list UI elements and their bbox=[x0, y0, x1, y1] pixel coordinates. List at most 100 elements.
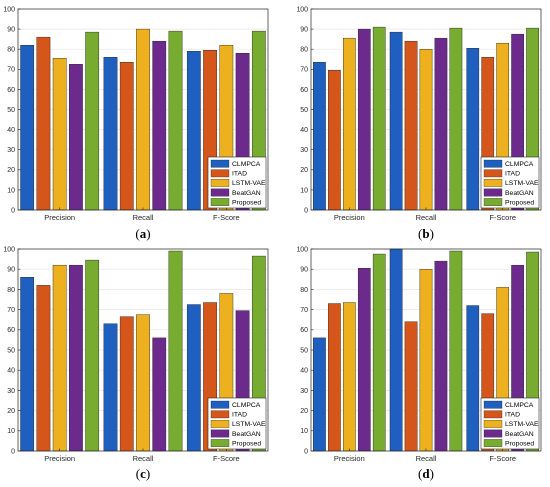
bar-proposed-precision bbox=[85, 259, 100, 452]
bar-lstm-vae-precision bbox=[343, 302, 356, 452]
bar-beatgan-recall bbox=[152, 40, 167, 211]
legend-swatch-lstm-vae bbox=[210, 179, 230, 187]
bar-beatgan-precision bbox=[69, 64, 83, 211]
legend-swatch-beatgan bbox=[483, 188, 503, 197]
bar-proposed-recall bbox=[449, 250, 463, 452]
panel-label: (c) bbox=[136, 466, 150, 481]
x-tick-label: F-Score bbox=[213, 213, 240, 222]
bar-itad-recall bbox=[119, 316, 134, 452]
legend-label-proposed: Proposed bbox=[505, 199, 534, 206]
legend: CLMPCA ITAD LSTM-VAE BeatGAN Proposed bbox=[480, 397, 540, 450]
bar-beatgan-precision bbox=[69, 264, 83, 452]
bar-itad-precision bbox=[328, 303, 341, 452]
legend-swatch-beatgan bbox=[483, 429, 503, 438]
y-tick-label: 50 bbox=[7, 347, 15, 354]
bar-clmpca-f-score bbox=[466, 305, 480, 452]
legend-label-lstm-vae: LSTM-VAE bbox=[505, 421, 539, 428]
bar-lstm-vae-recall bbox=[419, 269, 433, 452]
x-tick-label: Precision bbox=[334, 454, 365, 463]
y-tick-label: 0 bbox=[11, 207, 15, 214]
y-tick-label: 10 bbox=[300, 187, 308, 194]
legend: CLMPCA ITAD LSTM-VAE BeatGAN Proposed bbox=[480, 156, 540, 209]
bar-clmpca-recall bbox=[389, 31, 403, 211]
legend-swatch-itad bbox=[483, 410, 503, 419]
chart-panel-b: 0 10 20 30 40 50 60 70 80 90 100 Precision Recall F-S… bbox=[296, 6, 542, 241]
legend-label-lstm-vae: LSTM-VAE bbox=[505, 180, 539, 187]
bar-proposed-recall bbox=[168, 250, 183, 452]
legend: CLMPCA ITAD LSTM-VAE BeatGAN Proposed bbox=[207, 397, 267, 450]
y-tick-label: 80 bbox=[300, 287, 308, 294]
legend-swatch-itad bbox=[210, 169, 230, 178]
legend-swatch-proposed bbox=[483, 439, 503, 447]
y-tick-label: 100 bbox=[296, 6, 308, 13]
bar-clmpca-recall bbox=[389, 248, 403, 452]
bar-lstm-vae-recall bbox=[136, 314, 150, 452]
legend-swatch-clmpca bbox=[483, 400, 503, 409]
legend-label-proposed: Proposed bbox=[232, 199, 261, 206]
legend-swatch-beatgan bbox=[210, 429, 230, 438]
chart-panel-a: 0 10 20 30 40 50 60 70 80 90 100 Precision Recall F-S… bbox=[3, 6, 269, 241]
panel-label: (d) bbox=[418, 466, 434, 481]
legend-label-itad: ITAD bbox=[232, 412, 247, 419]
bar-beatgan-recall bbox=[434, 260, 448, 452]
y-tick-label: 70 bbox=[300, 67, 308, 74]
bar-itad-recall bbox=[119, 62, 134, 211]
legend-label-proposed: Proposed bbox=[232, 440, 261, 447]
x-tick-label: F-Score bbox=[489, 454, 516, 463]
y-tick-label: 40 bbox=[300, 127, 308, 134]
legend-swatch-lstm-vae bbox=[483, 420, 503, 428]
legend-swatch-clmpca bbox=[483, 159, 503, 168]
y-tick-label: 70 bbox=[300, 307, 308, 314]
legend-label-itad: ITAD bbox=[505, 171, 520, 178]
bar-lstm-vae-precision bbox=[343, 37, 356, 211]
axes-box bbox=[17, 248, 269, 452]
legend-label-clmpca: CLMPCA bbox=[505, 161, 534, 168]
bar-proposed-precision bbox=[85, 31, 100, 211]
y-tick-label: 50 bbox=[300, 347, 308, 354]
bar-lstm-vae-precision bbox=[52, 264, 67, 452]
y-tick-label: 80 bbox=[300, 47, 308, 54]
bar-proposed-recall bbox=[168, 30, 183, 211]
bar-proposed-recall bbox=[449, 27, 463, 211]
y-tick-label: 30 bbox=[300, 388, 308, 395]
y-tick-label: 100 bbox=[296, 246, 308, 253]
legend: CLMPCA ITAD LSTM-VAE BeatGAN Proposed bbox=[207, 156, 267, 209]
y-tick-label: 40 bbox=[300, 368, 308, 375]
legend-swatch-clmpca bbox=[210, 400, 230, 409]
y-tick-label: 10 bbox=[7, 428, 15, 435]
bar-clmpca-precision bbox=[20, 277, 35, 452]
y-tick-label: 30 bbox=[7, 388, 15, 395]
y-tick-label: 60 bbox=[300, 87, 308, 94]
legend-label-lstm-vae: LSTM-VAE bbox=[232, 421, 266, 428]
x-tick-label: Precision bbox=[44, 454, 75, 463]
legend-label-itad: ITAD bbox=[232, 171, 247, 178]
y-tick-label: 20 bbox=[7, 167, 15, 174]
y-tick-label: 30 bbox=[7, 147, 15, 154]
bar-itad-recall bbox=[404, 40, 418, 211]
chart-panel-c: 0 10 20 30 40 50 60 70 80 90 100 Precision Recall F-S… bbox=[3, 246, 269, 481]
y-tick-label: 20 bbox=[300, 167, 308, 174]
x-tick-label: Precision bbox=[44, 213, 75, 222]
legend-swatch-clmpca bbox=[210, 159, 230, 168]
chart-panel-d: 0 10 20 30 40 50 60 70 80 90 100 Precision Recall F-S… bbox=[296, 246, 542, 481]
y-tick-label: 60 bbox=[7, 327, 15, 334]
bar-beatgan-precision bbox=[357, 28, 371, 211]
bar-itad-precision bbox=[328, 70, 341, 211]
y-tick-label: 90 bbox=[7, 267, 15, 274]
x-tick-label: Precision bbox=[334, 213, 365, 222]
y-tick-label: 40 bbox=[7, 127, 15, 134]
y-tick-label: 0 bbox=[304, 448, 308, 455]
bar-clmpca-f-score bbox=[466, 47, 480, 211]
bar-clmpca-f-score bbox=[186, 51, 201, 211]
y-tick-label: 90 bbox=[300, 267, 308, 274]
y-tick-label: 90 bbox=[7, 27, 15, 34]
bar-clmpca-f-score bbox=[186, 304, 201, 452]
y-tick-label: 30 bbox=[300, 147, 308, 154]
legend-label-lstm-vae: LSTM-VAE bbox=[232, 180, 266, 187]
x-tick-label: Recall bbox=[133, 213, 154, 222]
bar-beatgan-precision bbox=[357, 267, 371, 452]
axes-box bbox=[310, 8, 542, 211]
legend-label-beatgan: BeatGAN bbox=[505, 190, 534, 197]
legend-label-beatgan: BeatGAN bbox=[232, 431, 261, 438]
